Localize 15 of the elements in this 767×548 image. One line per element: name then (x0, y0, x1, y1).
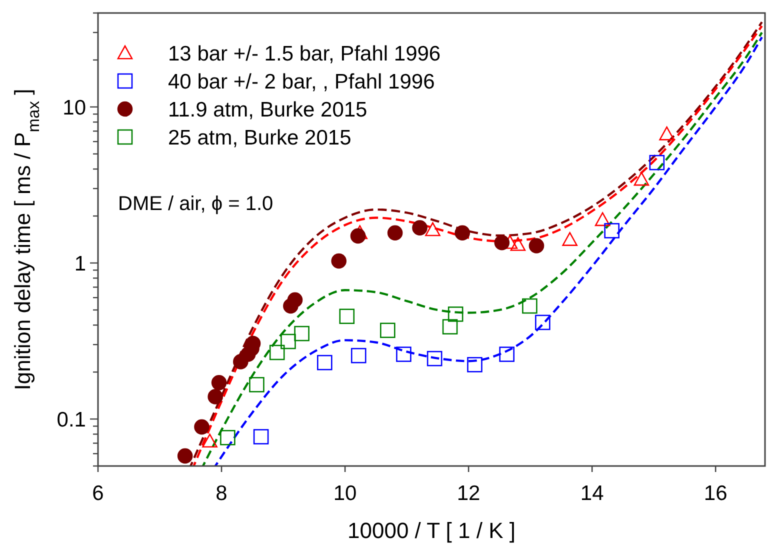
x-tick-label: 8 (216, 482, 228, 505)
x-tick-label: 10 (333, 482, 357, 505)
x-tick-label: 12 (456, 482, 480, 505)
x-tick-label: 14 (580, 482, 604, 505)
annotation: DME / air, ϕ = 1.0 (118, 193, 274, 215)
legend-label: 25 atm, Burke 2015 (168, 126, 352, 150)
y-tick-label: 1 (74, 252, 86, 276)
legend-label: 13 bar +/- 1.5 bar, Pfahl 1996 (168, 42, 441, 66)
y-tick-label: 10 (62, 96, 86, 120)
x-tick-label: 6 (92, 482, 104, 505)
legend-label: 40 bar +/- 2 bar, , Pfahl 1996 (168, 70, 435, 94)
legend-label: 11.9 atm, Burke 2015 (168, 98, 368, 122)
y-tick-label: 0.1 (56, 408, 86, 432)
x-tick-label: 16 (704, 482, 728, 505)
x-axis-title: 10000 / T [ 1 / K ] (348, 518, 516, 543)
